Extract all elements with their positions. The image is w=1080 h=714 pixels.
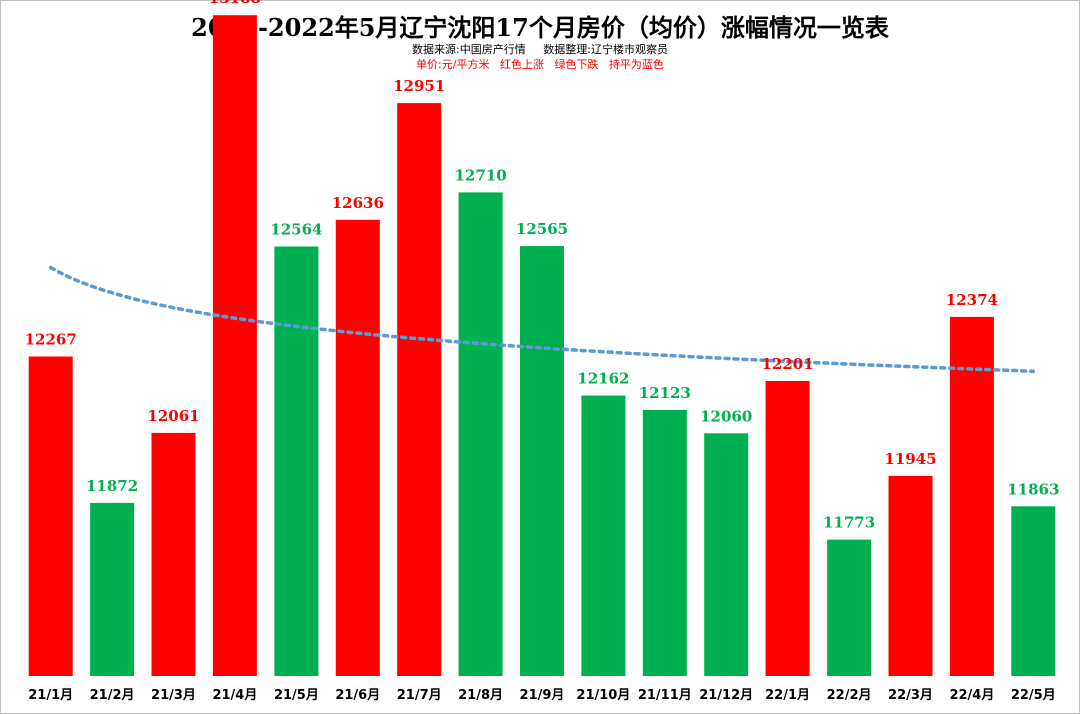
- bar: [520, 246, 564, 676]
- bar-value-label: 12565: [516, 220, 568, 238]
- x-tick-label: 21/3月: [151, 688, 196, 703]
- bar: [90, 502, 135, 676]
- chart-title: 2021-2022年5月辽宁沈阳17个月房价（均价）涨幅情况一览表: [191, 13, 889, 42]
- bar: [642, 409, 687, 676]
- x-tick-label: 21/5月: [274, 688, 319, 703]
- x-tick-label: 21/8月: [458, 688, 503, 703]
- bar: [458, 192, 503, 676]
- bar-value-label: 12061: [147, 407, 199, 425]
- x-tick-label: 22/3月: [888, 688, 933, 703]
- bar: [335, 219, 380, 677]
- bar: [949, 316, 994, 676]
- bar-value-label: 12951: [393, 77, 445, 95]
- x-tick-label: 21/2月: [90, 688, 135, 703]
- bar: [581, 395, 626, 676]
- bar: [397, 103, 442, 677]
- chart-source-note: 数据来源:中国房产行情 数据整理:辽宁楼市观察员: [412, 43, 668, 56]
- bar: [1011, 506, 1056, 676]
- bar-value-label: 12060: [700, 407, 752, 425]
- bar-value-label: 12123: [639, 384, 691, 402]
- bar-value-label: 12636: [332, 194, 384, 212]
- bar-value-label: 12374: [946, 291, 998, 309]
- bar-value-label: 12710: [455, 166, 507, 184]
- bar-value-label: 11863: [1007, 480, 1059, 498]
- trendline: [48, 265, 1036, 373]
- x-tick-label: 21/1月: [28, 688, 73, 703]
- bar: [704, 433, 749, 676]
- x-tick-label: 22/1月: [765, 688, 810, 703]
- bar: [765, 381, 810, 676]
- bar: [827, 539, 872, 676]
- x-tick-label: 21/4月: [212, 688, 257, 703]
- bar-value-label: 12267: [25, 331, 77, 349]
- bar-value-label: 13188: [209, 0, 261, 7]
- bar-value-label: 11945: [884, 450, 936, 468]
- bar-value-label: 12201: [762, 355, 814, 373]
- x-tick-label: 21/7月: [397, 688, 442, 703]
- bar-value-label: 11773: [823, 514, 875, 532]
- x-tick-label: 22/5月: [1011, 688, 1056, 703]
- bar: [212, 15, 257, 676]
- x-tick-label: 22/4月: [949, 688, 994, 703]
- x-tick-label: 21/10月: [576, 688, 630, 703]
- bar-value-label: 11872: [86, 477, 138, 495]
- bar: [888, 475, 933, 676]
- bar-value-label: 12162: [577, 370, 629, 388]
- chart-unit-note: 单价:元/平方米 红色上涨 绿色下跌 持平为蓝色: [416, 58, 664, 71]
- x-tick-label: 22/2月: [827, 688, 872, 703]
- bar: [274, 246, 319, 676]
- bar: [28, 356, 73, 676]
- bar: [151, 432, 196, 676]
- x-tick-label: 21/6月: [335, 688, 380, 703]
- bar-value-label: 12564: [270, 221, 322, 239]
- x-tick-label: 21/12月: [699, 688, 753, 703]
- x-tick-label: 21/9月: [520, 688, 565, 703]
- x-tick-label: 21/11月: [638, 688, 692, 703]
